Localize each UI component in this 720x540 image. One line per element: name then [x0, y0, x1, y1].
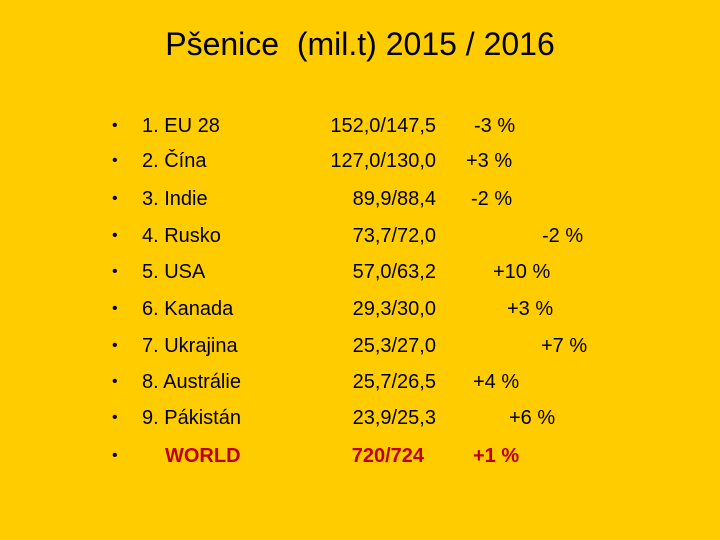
change-percent: +3 % — [507, 298, 554, 320]
change-percent: -2 % — [542, 225, 584, 247]
world-change-percent: +1 % — [473, 445, 520, 467]
bullet-icon: • — [112, 447, 118, 464]
world-label: WORLD — [165, 445, 241, 467]
country-name: 1. EU 28 — [142, 115, 220, 137]
list-item-world: • WORLD 720/724 +1 % — [0, 436, 720, 476]
change-percent: +6 % — [509, 407, 556, 429]
production-values: 25,3/27,0 — [352, 335, 436, 357]
country-name: 9. Pákistán — [142, 407, 241, 429]
bullet-icon: • — [112, 409, 118, 426]
production-values: 152,0/147,5 — [330, 115, 436, 137]
change-percent: +3 % — [466, 150, 513, 172]
slide-title: Pšenice (mil.t) 2015 / 2016 — [165, 26, 555, 62]
production-values: 89,9/88,4 — [352, 188, 436, 210]
list-item: • 8. Austrálie 25,7/26,5 +4 % — [0, 362, 720, 402]
bullet-icon: • — [112, 227, 118, 244]
change-percent: -3 % — [474, 115, 516, 137]
bullet-icon: • — [112, 373, 118, 390]
list-item: • 2. Čína 127,0/130,0 +3 % — [0, 141, 720, 181]
production-values: 57,0/63,2 — [352, 261, 436, 283]
production-values: 73,7/72,0 — [352, 225, 436, 247]
list-item: • 9. Pákistán 23,9/25,3 +6 % — [0, 398, 720, 438]
bullet-icon: • — [112, 263, 118, 280]
production-values: 127,0/130,0 — [330, 150, 436, 172]
change-percent: -2 % — [471, 188, 513, 210]
bullet-icon: • — [112, 152, 118, 169]
country-name: 6. Kanada — [142, 298, 234, 320]
bullet-icon: • — [112, 117, 118, 134]
country-name: 4. Rusko — [142, 225, 221, 247]
world-values: 720/724 — [351, 445, 424, 467]
country-name: 2. Čína — [142, 150, 207, 172]
production-values: 25,7/26,5 — [352, 371, 436, 393]
list-item: • 5. USA 57,0/63,2 +10 % — [0, 252, 720, 292]
bullet-icon: • — [112, 300, 118, 317]
country-name: 8. Austrálie — [142, 371, 241, 393]
country-name: 3. Indie — [142, 188, 208, 210]
production-values: 23,9/25,3 — [352, 407, 436, 429]
list-item: • 4. Rusko 73,7/72,0 -2 % — [0, 216, 720, 256]
list-item: • 3. Indie 89,9/88,4 -2 % — [0, 179, 720, 219]
list-item: • 1. EU 28 152,0/147,5 -3 % — [0, 106, 720, 146]
list-item: • 6. Kanada 29,3/30,0 +3 % — [0, 289, 720, 329]
change-percent: +4 % — [473, 371, 520, 393]
bullet-icon: • — [112, 190, 118, 207]
bullet-icon: • — [112, 337, 118, 354]
list-item: • 7. Ukrajina 25,3/27,0 +7 % — [0, 326, 720, 366]
change-percent: +7 % — [541, 335, 588, 357]
country-name: 7. Ukrajina — [142, 335, 238, 357]
production-values: 29,3/30,0 — [352, 298, 436, 320]
change-percent: +10 % — [493, 261, 551, 283]
country-name: 5. USA — [142, 261, 206, 283]
